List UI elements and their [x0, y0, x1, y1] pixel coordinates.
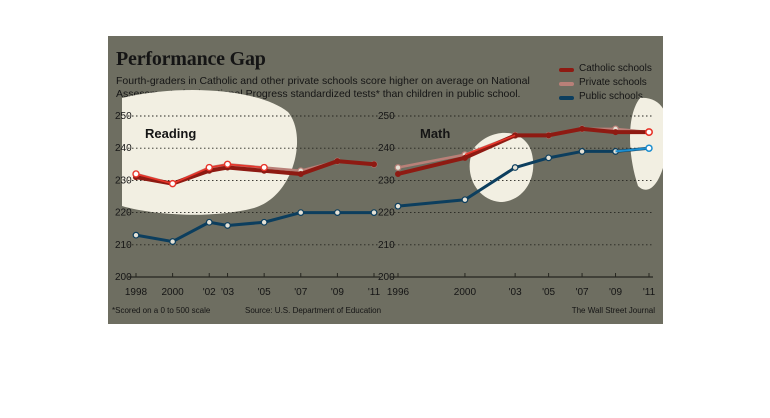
math-y-tick-label: 250 [378, 111, 395, 122]
reading-public-line [134, 211, 376, 244]
math-x-tick-label: '05 [542, 287, 555, 298]
reading-y-tick-label: 220 [115, 208, 132, 219]
reading-public-point [260, 218, 268, 226]
reading-catholic-point [371, 161, 378, 168]
math-x-tick-label: 1996 [387, 287, 410, 298]
math-public-point [545, 154, 553, 162]
math-public-point [461, 196, 469, 204]
reading-x-tick-label: 2000 [161, 287, 184, 298]
reading-public-point [205, 218, 213, 226]
reading-x-tick-label: '05 [258, 287, 271, 298]
math-catholic-point [545, 132, 552, 139]
subtitle-line-1: Fourth-graders in Catholic and other pri… [116, 75, 530, 87]
reading-public-point [297, 209, 305, 217]
reading-catholic-point [334, 158, 341, 165]
reading-y-tick-label: 250 [115, 111, 132, 122]
math-catholic-point [461, 154, 468, 161]
math-private-point [394, 164, 402, 171]
math-y-tick-label: 240 [378, 143, 395, 154]
reading-x-tick-label: '09 [331, 287, 344, 298]
legend-swatch-catholic [559, 68, 574, 72]
legend-label-public: Public schools [579, 91, 643, 102]
math-y-tick-label: 200 [378, 272, 395, 283]
reading-x-tick-label: '02 [203, 287, 216, 298]
math-private-accent-line [464, 134, 516, 156]
math-catholic-point [612, 129, 619, 136]
legend-swatch-public [559, 96, 574, 100]
reading-x-tick-label: '07 [294, 287, 307, 298]
reading-public-point [169, 238, 177, 245]
footnote: *Scored on a 0 to 500 scale [112, 306, 211, 315]
math-highlight-blob [630, 97, 663, 190]
performance-gap-graphic: Performance Gap Fourth-graders in Cathol… [108, 36, 663, 324]
reading-y-tick-label: 240 [115, 143, 132, 154]
reading-public-point [333, 209, 341, 217]
reading-private-accent-point [132, 170, 140, 178]
reading-public-point [370, 209, 378, 217]
reading-private-accent-point [260, 163, 268, 172]
math-public-point [394, 202, 402, 210]
math-x-tick-label: '03 [509, 287, 522, 298]
legend-label-private: Private schools [579, 77, 647, 88]
credit-note: The Wall Street Journal [571, 306, 655, 315]
math-y-tick-label: 220 [378, 208, 395, 219]
reading-x-tick-label: 1998 [125, 287, 148, 298]
math-x-tick-label: '07 [576, 287, 589, 298]
math-catholic-point [395, 170, 402, 177]
math-public-accent-line [615, 147, 650, 153]
math-y-tick-label: 210 [378, 240, 395, 251]
math-public-point [511, 164, 519, 171]
math-x-tick-label: '09 [609, 287, 622, 298]
math-x-tick-label: 2000 [454, 287, 477, 298]
math-public-accent-point [645, 144, 653, 152]
math-private-accent-point [644, 128, 653, 137]
reading-catholic-point [297, 170, 304, 177]
reading-y-tick-label: 230 [115, 175, 132, 186]
legend-swatch-private [559, 82, 574, 86]
source-note: Source: U.S. Department of Education [245, 306, 382, 315]
reading-panel-title: Reading [145, 126, 196, 141]
reading-y-tick-label: 200 [115, 272, 132, 283]
reading-x-tick-label: '03 [221, 287, 234, 298]
legend-label-catholic: Catholic schools [579, 63, 652, 74]
charts-svg: 200 210 220 230 240 250 1998 2000 '02 '03 '05 '07 '0… [115, 89, 663, 298]
reading-private-accent-point [223, 160, 232, 169]
reading-highlight-blob [122, 89, 298, 215]
math-y-tick-label: 230 [378, 175, 395, 186]
reading-public-point [132, 231, 140, 239]
page-title: Performance Gap [116, 48, 266, 70]
reading-private-accent-point [205, 163, 213, 172]
math-x-tick-label: '11 [643, 287, 656, 298]
math-panel-title: Math [420, 126, 450, 141]
math-catholic-point [579, 125, 586, 132]
reading-x-tick-label: '11 [368, 287, 381, 298]
math-public-point [578, 148, 586, 155]
reading-public-point [224, 222, 231, 229]
reading-y-tick-label: 210 [115, 240, 132, 251]
reading-private-accent-point [168, 179, 177, 188]
